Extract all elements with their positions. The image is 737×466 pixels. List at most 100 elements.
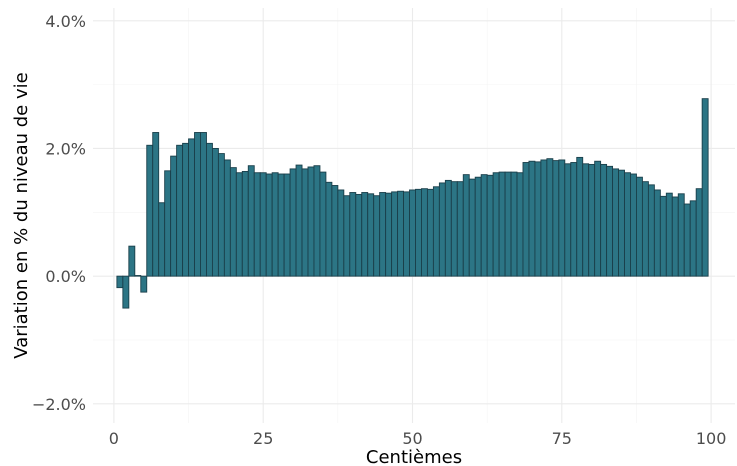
bar — [671, 196, 679, 277]
bar — [677, 193, 685, 277]
bar — [331, 185, 339, 277]
bar-series — [116, 98, 709, 309]
bar — [689, 200, 697, 277]
bar — [247, 165, 255, 277]
bar — [456, 181, 464, 277]
bar — [438, 182, 446, 277]
bar — [391, 191, 399, 277]
bar — [379, 192, 387, 277]
bar — [217, 153, 225, 277]
bar — [426, 188, 434, 277]
bar — [134, 275, 142, 277]
y-tick-label: 2.0% — [45, 139, 86, 158]
bar — [223, 159, 231, 277]
bar — [552, 160, 560, 277]
bar — [235, 172, 243, 277]
y-tick-label: 4.0% — [45, 12, 86, 31]
bar — [283, 173, 291, 277]
bar — [594, 160, 602, 277]
bar — [480, 174, 488, 277]
y-tick-label: 0.0% — [45, 267, 86, 286]
bar — [295, 164, 303, 277]
bar — [253, 172, 261, 277]
bar — [665, 192, 673, 277]
bar — [355, 193, 363, 277]
bar — [206, 142, 213, 277]
bar — [188, 138, 195, 277]
bar — [432, 186, 440, 277]
bar — [618, 169, 625, 277]
bar — [588, 163, 596, 277]
bar — [259, 172, 267, 277]
bar — [701, 98, 709, 277]
bar — [421, 188, 428, 277]
bar — [462, 174, 470, 277]
bar — [695, 188, 703, 277]
bar — [349, 192, 357, 277]
bar — [510, 171, 518, 277]
bar — [624, 172, 631, 277]
bar — [373, 195, 381, 277]
bar — [528, 160, 536, 277]
bar — [653, 189, 661, 277]
bar — [313, 165, 321, 277]
bar — [636, 176, 643, 277]
bar — [170, 155, 178, 277]
bar — [600, 163, 608, 277]
bar — [361, 192, 369, 277]
bar — [325, 181, 333, 277]
bar — [606, 165, 614, 277]
bar — [582, 163, 590, 277]
bar — [307, 166, 315, 277]
bar — [522, 162, 530, 277]
bar — [576, 156, 584, 277]
bar — [468, 178, 476, 277]
bar — [176, 144, 184, 277]
bar — [128, 245, 136, 277]
bar — [277, 173, 285, 277]
bar — [116, 275, 124, 289]
bar — [337, 189, 345, 277]
y-tick-label: −2.0% — [32, 395, 86, 414]
bar — [444, 179, 452, 277]
bar — [122, 275, 130, 309]
bar — [570, 162, 578, 277]
x-tick-label: 75 — [552, 429, 572, 448]
bar — [164, 170, 172, 277]
bar — [450, 181, 458, 277]
bar — [200, 132, 207, 277]
bar — [540, 159, 548, 277]
bar — [289, 168, 297, 277]
bar — [367, 193, 375, 277]
x-axis-title: Centièmes — [366, 447, 462, 466]
bar — [271, 172, 279, 277]
bar — [140, 275, 148, 293]
bar — [504, 171, 512, 277]
bar — [397, 190, 404, 277]
bar — [534, 161, 542, 277]
bar — [343, 195, 351, 277]
bar — [630, 173, 637, 277]
bar — [241, 170, 249, 277]
bar — [403, 191, 410, 277]
x-tick-label: 25 — [253, 429, 273, 448]
bar — [641, 181, 649, 277]
bar — [564, 163, 572, 277]
bar — [301, 168, 309, 277]
bar — [194, 132, 201, 277]
bar — [146, 144, 154, 277]
bar — [211, 148, 219, 277]
x-axis-tick-labels: 0 25 50 75 100 — [109, 429, 727, 448]
bar — [558, 159, 566, 277]
bar — [498, 171, 506, 277]
bar — [516, 172, 524, 277]
bar — [229, 167, 237, 277]
bar — [486, 174, 494, 277]
bar — [158, 202, 166, 277]
bar — [492, 172, 500, 277]
bar — [385, 192, 393, 277]
bar — [612, 168, 619, 277]
bar — [152, 132, 160, 277]
bar — [409, 189, 416, 277]
